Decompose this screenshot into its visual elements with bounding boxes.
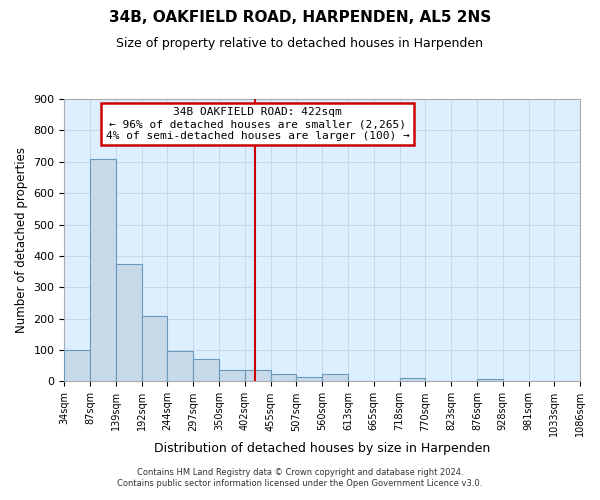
Bar [64,350,91,382]
Text: 34B OAKFIELD ROAD: 422sqm
← 96% of detached houses are smaller (2,265)
4% of sem: 34B OAKFIELD ROAD: 422sqm ← 96% of detac… [106,108,410,140]
Bar [245,370,271,382]
Bar [296,377,322,382]
Text: Size of property relative to detached houses in Harpenden: Size of property relative to detached ho… [116,38,484,51]
Bar [91,158,116,382]
Bar [322,374,348,382]
Text: 34B, OAKFIELD ROAD, HARPENDEN, AL5 2NS: 34B, OAKFIELD ROAD, HARPENDEN, AL5 2NS [109,10,491,25]
Bar [193,359,219,382]
Bar [116,264,142,382]
Bar [167,350,193,382]
Bar [271,374,296,382]
Bar [219,370,245,382]
Bar [477,379,503,382]
Bar [142,316,167,382]
X-axis label: Distribution of detached houses by size in Harpenden: Distribution of detached houses by size … [154,442,490,455]
Bar [400,378,425,382]
Y-axis label: Number of detached properties: Number of detached properties [15,147,28,333]
Text: Contains HM Land Registry data © Crown copyright and database right 2024.
Contai: Contains HM Land Registry data © Crown c… [118,468,482,487]
